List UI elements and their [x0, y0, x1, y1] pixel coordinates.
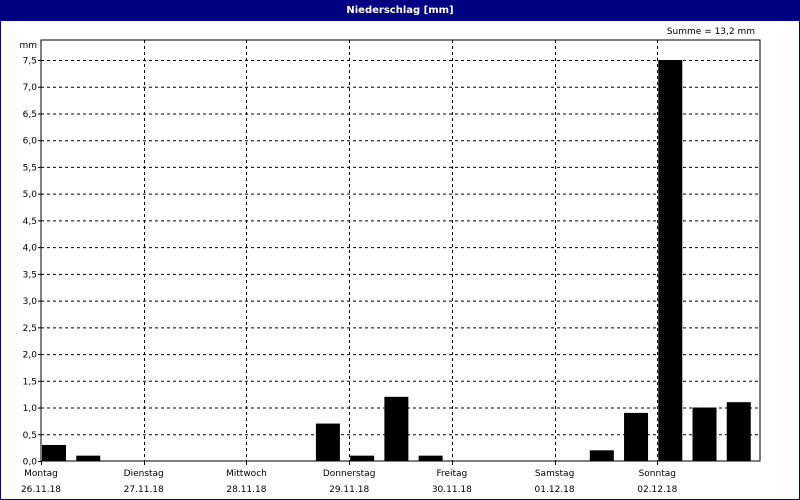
bar: [589, 450, 614, 461]
y-tick-label: 0,5: [23, 431, 37, 441]
day-name-label: Montag: [24, 469, 58, 479]
y-tick-label: 1,5: [23, 377, 37, 387]
sum-label: Summe = 13,2 mm: [667, 27, 755, 37]
bar: [42, 444, 66, 461]
bar: [315, 423, 340, 461]
day-date-label: 28.11.18: [226, 485, 266, 495]
y-tick-label: 6,5: [23, 110, 37, 120]
day-name-label: Samstag: [535, 469, 574, 479]
day-date-label: 29.11.18: [329, 485, 369, 495]
day-name-label: Donnerstag: [323, 469, 376, 479]
y-tick-label: 5,0: [23, 190, 38, 200]
day-date-label: 01.12.18: [535, 485, 575, 495]
y-tick-label: 1,0: [23, 404, 38, 414]
day-name-label: Sonntag: [639, 469, 676, 479]
y-tick-label: 3,5: [23, 270, 37, 280]
y-tick-label: 6,0: [23, 137, 38, 147]
y-tick-label: 7,0: [23, 83, 38, 93]
y-tick-label: 2,0: [23, 351, 38, 361]
window-title: Niederschlag [mm]: [1, 1, 799, 21]
day-date-label: 26.11.18: [21, 485, 61, 495]
y-tick-label: 4,5: [23, 217, 37, 227]
bar: [692, 407, 717, 461]
y-tick-label: 7,5: [23, 57, 37, 67]
bar: [726, 402, 751, 461]
bar: [384, 396, 409, 461]
y-tick-label: 4,0: [23, 244, 38, 254]
y-tick-label: 5,5: [23, 163, 37, 173]
plot-frame: [40, 39, 761, 462]
bar: [350, 455, 375, 461]
bar: [418, 455, 443, 461]
y-axis-unit: mm: [19, 41, 37, 51]
day-date-label: 30.11.18: [432, 485, 472, 495]
bar: [658, 60, 683, 461]
day-name-label: Freitag: [436, 469, 467, 479]
bar: [76, 455, 101, 461]
day-name-label: Dienstag: [124, 469, 164, 479]
bar: [624, 412, 649, 461]
day-date-label: 02.12.18: [637, 485, 677, 495]
y-tick-label: 3,0: [23, 297, 38, 307]
day-name-label: Mittwoch: [226, 469, 267, 479]
y-tick-label: 2,5: [23, 324, 37, 334]
day-date-label: 27.11.18: [124, 485, 164, 495]
y-tick-label: 0,0: [23, 458, 38, 468]
